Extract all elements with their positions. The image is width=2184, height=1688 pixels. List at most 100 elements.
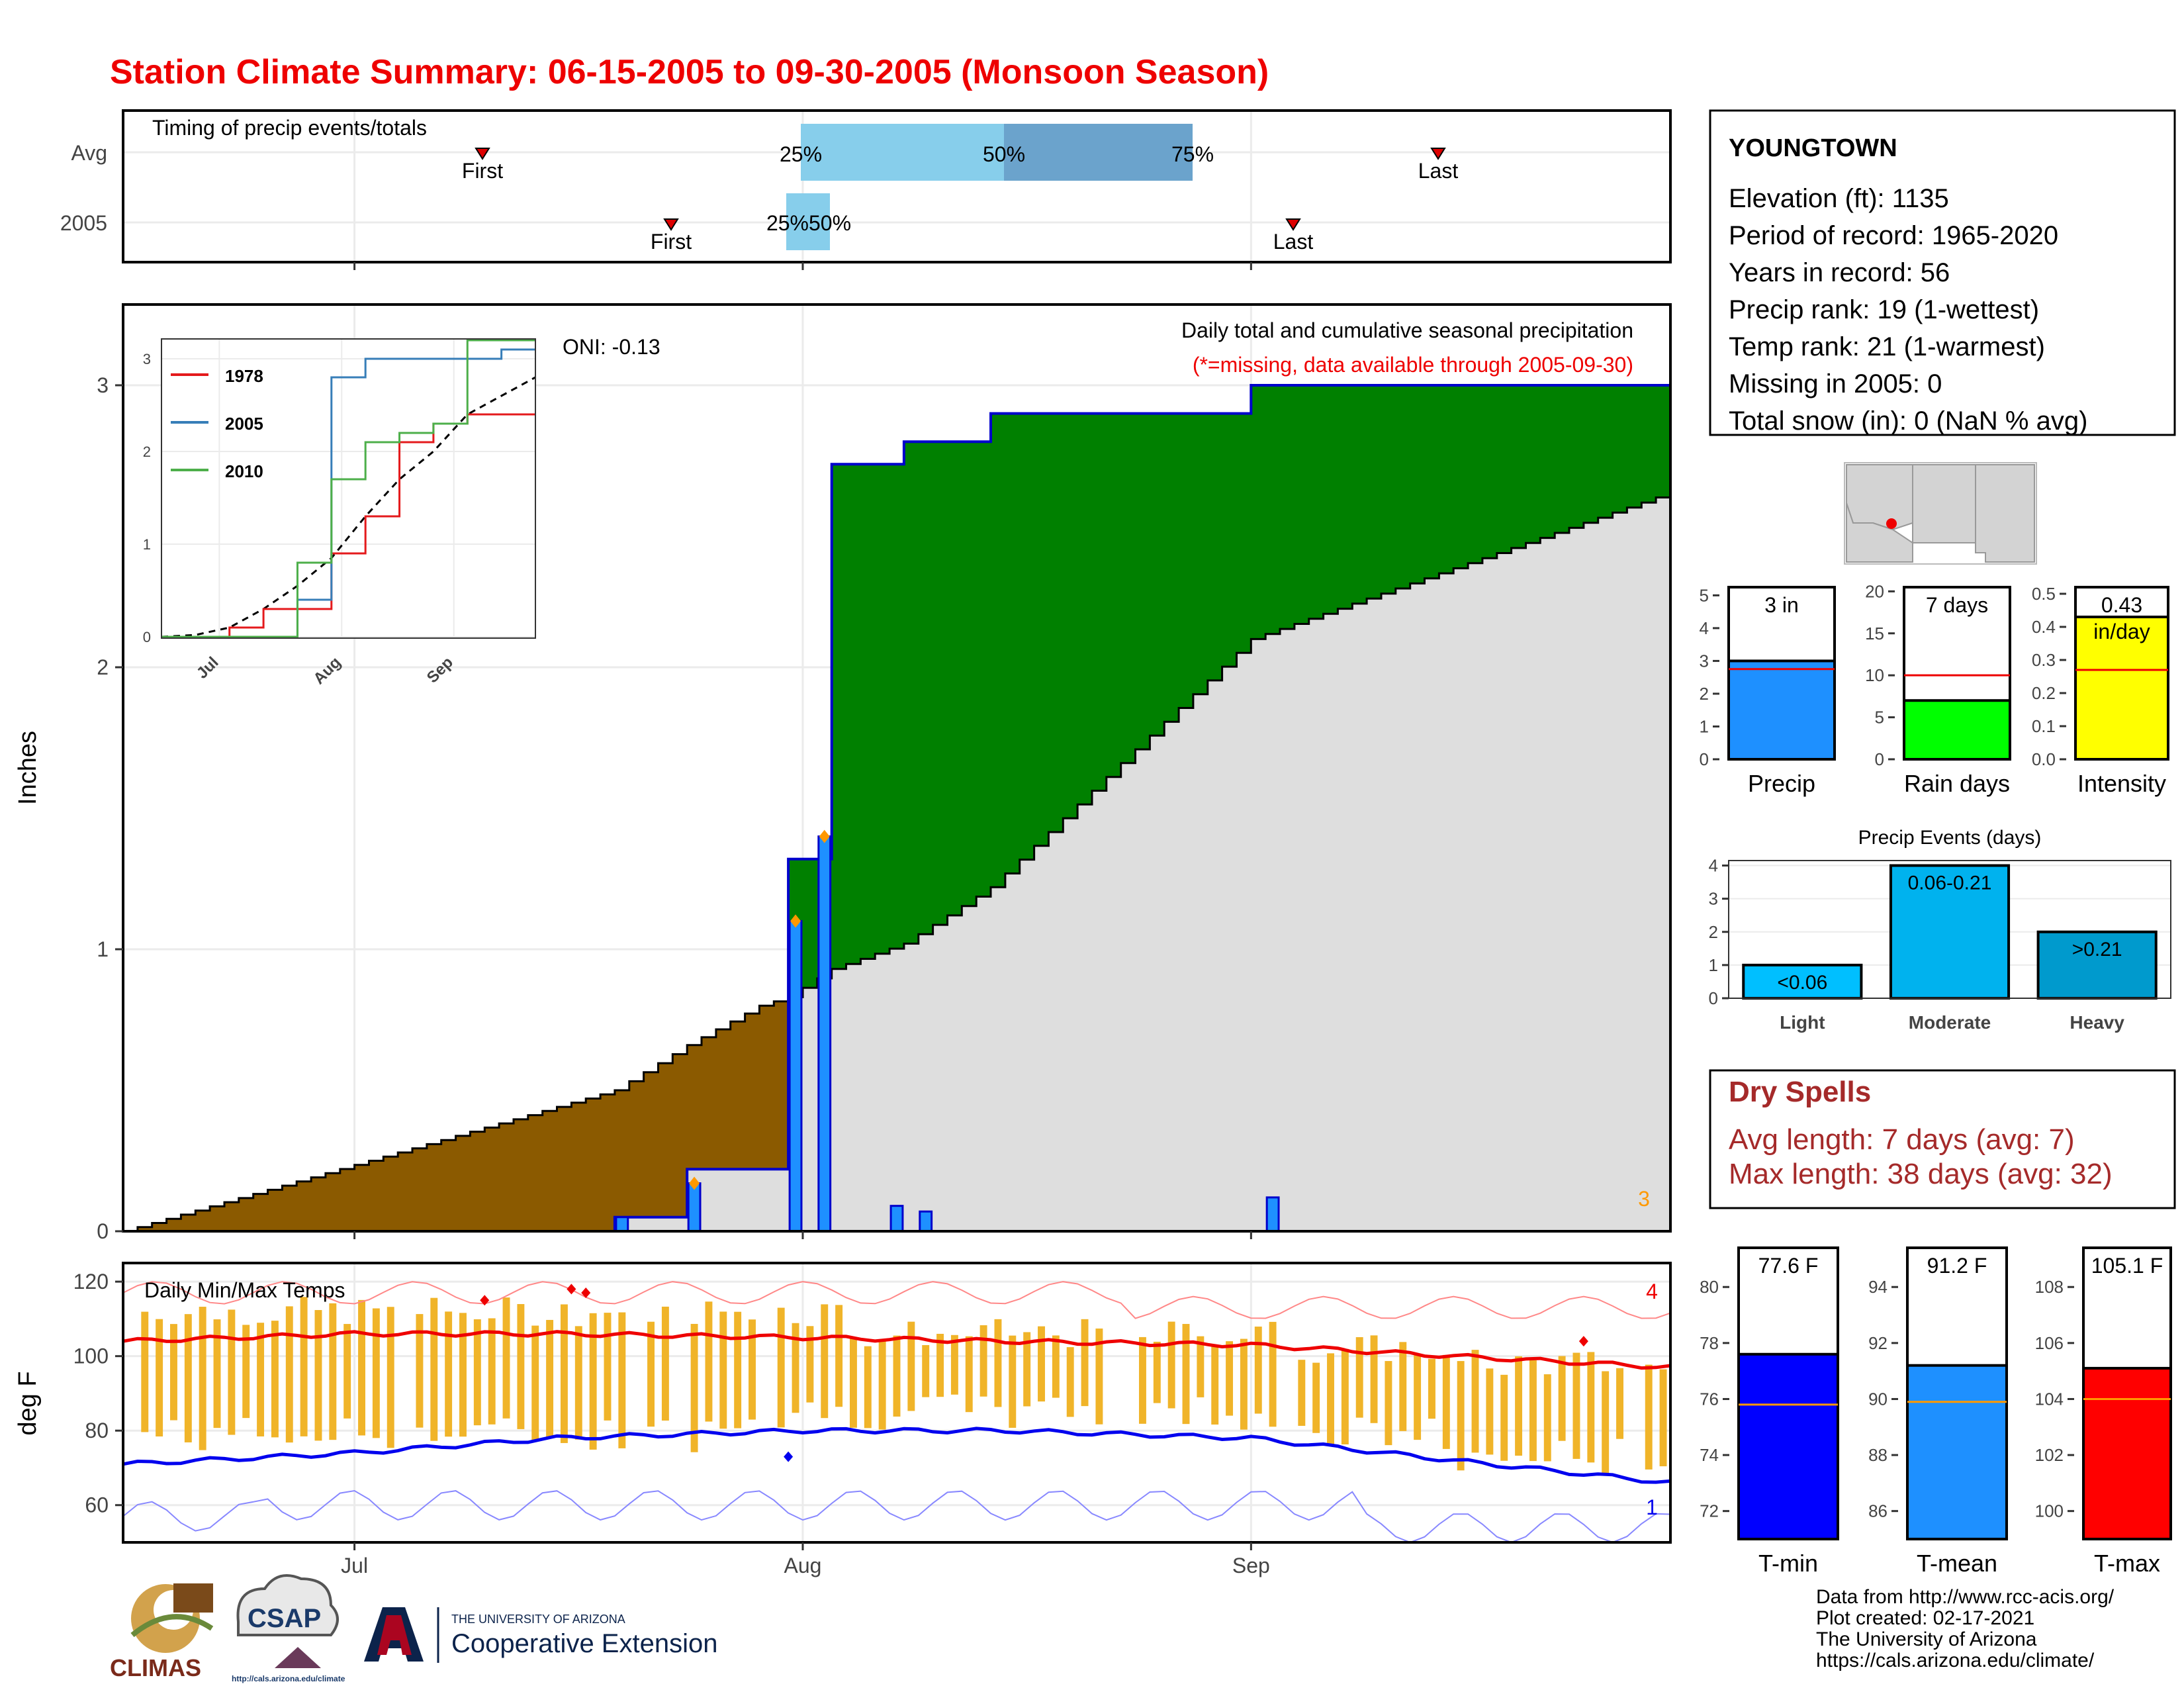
inset-avg-line xyxy=(161,376,536,638)
record-max-marker xyxy=(581,1288,591,1299)
daily-temp-bar xyxy=(199,1307,206,1450)
station-missing: Missing in 2005: 0 xyxy=(1729,369,1942,399)
gauge-unit-label: in/day xyxy=(2093,620,2150,643)
event-bar-heavy xyxy=(2036,930,2158,1000)
gauge-tick-label: 0.0 xyxy=(2032,749,2056,769)
gauge-tick-label: 88 xyxy=(1868,1445,1888,1465)
events-tick-label: 4 xyxy=(1709,856,1718,876)
gauge-tick-label: 0 xyxy=(1700,749,1709,769)
daily-temp-bar xyxy=(907,1321,915,1411)
daily-temp-bar xyxy=(1471,1350,1479,1453)
station-location-dot xyxy=(1886,518,1897,529)
gauge-bar xyxy=(1906,1364,2008,1541)
footer-data-source: Data from http://www.rcc-acis.org/ xyxy=(1816,1586,2115,1608)
daily-temp-bar xyxy=(1587,1352,1595,1463)
daily-temp-bar xyxy=(1211,1346,1219,1425)
precip-events-chart: Precip Events (days) <0.06 Light 0.06-0.21… xyxy=(1709,827,2171,1033)
daily-temp-bar xyxy=(1197,1336,1205,1397)
daily-temp-bar xyxy=(1602,1371,1610,1474)
gauge-tick-label: 5 xyxy=(1875,708,1884,727)
gauge-tick-label: 72 xyxy=(1700,1501,1719,1521)
temp-ylabel: deg F xyxy=(14,1371,42,1435)
daily-precip-marker xyxy=(819,829,830,843)
inset-legend-2010: 2010 xyxy=(225,461,263,481)
precip-y-tick-label: 2 xyxy=(97,655,109,679)
daily-temp-bar xyxy=(228,1309,236,1435)
daily-temp-bar xyxy=(589,1313,597,1450)
event-bar-range-label: 0.06-0.21 xyxy=(1908,872,1992,894)
gauge-tick-label: 94 xyxy=(1868,1277,1888,1297)
gauge-tick-label: 20 xyxy=(1865,581,1884,601)
gauge-value-label: 7 days xyxy=(1926,593,1988,617)
gauge-tick-label: 0.2 xyxy=(2032,683,2056,703)
daily-temp-bar xyxy=(517,1304,525,1429)
temp-y-axis: 60 80 100 120 xyxy=(73,1270,123,1517)
x-tick-label: Sep xyxy=(1232,1554,1270,1577)
x-axis-month-ticks: Jul Aug Sep xyxy=(341,1542,1270,1577)
daily-temp-bar xyxy=(459,1313,467,1437)
daily-temp-bar xyxy=(618,1312,626,1448)
2005-last-marker xyxy=(1285,218,1301,231)
avg-cumulative-area xyxy=(123,492,1670,1231)
daily-temp-bar xyxy=(864,1346,872,1429)
daily-temp-bar xyxy=(994,1319,1002,1407)
daily-temp-bar xyxy=(922,1344,930,1397)
event-bar-range-label: <0.06 xyxy=(1777,972,1827,994)
station-name: YOUNGTOWN xyxy=(1729,134,1897,162)
daily-temp-bar xyxy=(719,1311,727,1429)
daily-temp-bar xyxy=(1052,1335,1060,1398)
daily-temp-bar xyxy=(1543,1374,1551,1462)
timing-row-avg: Avg xyxy=(71,141,107,165)
2005-first-marker xyxy=(663,218,679,231)
daily-temp-bar xyxy=(1240,1338,1248,1430)
gauge-bar xyxy=(2074,616,2169,761)
2005-first-label: First xyxy=(651,230,692,254)
daily-temp-bar xyxy=(1486,1368,1494,1455)
csap-url: http://cals.arizona.edu/climate xyxy=(232,1674,345,1683)
avg-p50-label: 50% xyxy=(983,142,1025,166)
daily-temp-bar xyxy=(574,1326,582,1440)
avg-last-marker xyxy=(1430,148,1446,160)
temp-y-tick-label: 100 xyxy=(73,1344,109,1368)
daily-temp-bar xyxy=(1442,1354,1450,1449)
avg-p25-label: 25% xyxy=(780,142,822,166)
daily-temp-bar xyxy=(835,1305,843,1407)
gauge-tick-label: 4 xyxy=(1700,618,1709,638)
gauge-label: Precip xyxy=(1748,770,1815,797)
surplus-area xyxy=(788,385,1670,1170)
gauge-value-label: 0.43 xyxy=(2101,593,2142,617)
gauge-label: T-mean xyxy=(1917,1550,1997,1577)
temp-summary-bars: 77.6 F 72 74 76 78 80 T-min 91.2 F 86 88 90 92 94 T-m… xyxy=(1700,1246,2172,1577)
daily-temp-bar xyxy=(358,1299,365,1436)
record-max-line xyxy=(122,1281,1671,1319)
gauge-tick-label: 10 xyxy=(1865,665,1884,685)
dry-spells-title: Dry Spells xyxy=(1729,1076,1871,1108)
inset-y-tick-label: 2 xyxy=(143,444,151,460)
2005-bar-25-50 xyxy=(786,193,830,250)
station-years: Years in record: 56 xyxy=(1729,258,1950,287)
daily-precip-bar xyxy=(817,835,832,1233)
daily-temp-bar xyxy=(502,1297,510,1419)
gauge-tick-label: 80 xyxy=(1700,1277,1719,1297)
daily-temp-bar xyxy=(1370,1335,1378,1423)
daily-temp-bar xyxy=(343,1324,351,1419)
daily-temp-bar xyxy=(878,1339,886,1430)
avg-bar-50-75 xyxy=(1004,124,1193,181)
inset-legend-1978: 1978 xyxy=(225,366,263,386)
dry-spells-avg: Avg length: 7 days (avg: 7) xyxy=(1729,1123,2075,1156)
temp-y-tick-label: 60 xyxy=(85,1493,109,1517)
gauge-value-label: 77.6 F xyxy=(1758,1254,1819,1278)
daily-temp-bar xyxy=(300,1297,308,1436)
daily-temp-bar xyxy=(1312,1362,1320,1433)
precip-y-axis: 0 1 2 3 xyxy=(97,373,1252,1243)
daily-temp-bar xyxy=(690,1323,698,1452)
daily-temp-bar xyxy=(546,1319,554,1438)
temp-title: Daily Min/Max Temps xyxy=(144,1278,345,1302)
precip-areas xyxy=(123,384,1672,1233)
daily-temp-bar xyxy=(849,1338,857,1428)
daily-temp-bar xyxy=(141,1311,149,1432)
ua-small-text: THE UNIVERSITY OF ARIZONA xyxy=(451,1613,625,1626)
daily-temp-bar xyxy=(1095,1328,1103,1425)
daily-temp-bar xyxy=(792,1323,799,1413)
daily-temp-bar xyxy=(416,1314,424,1428)
